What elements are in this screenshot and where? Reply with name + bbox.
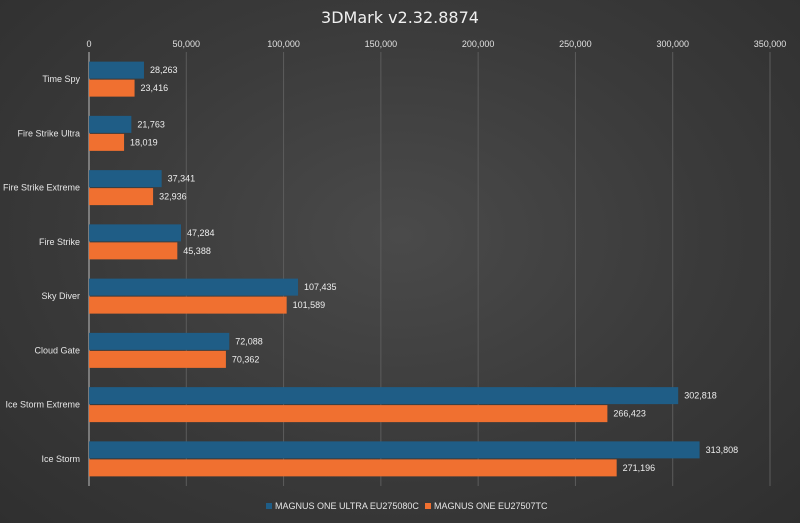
data-label: 21,763	[137, 119, 165, 129]
x-tick-label: 350,000	[754, 39, 787, 49]
bar-magnus-one-ultra	[89, 61, 144, 79]
data-label: 101,589	[293, 300, 326, 310]
legend-swatch	[425, 503, 431, 509]
bar-magnus-one-ultra	[89, 278, 299, 296]
x-tick-label: 50,000	[173, 39, 201, 49]
data-label: 266,423	[613, 409, 646, 419]
category-label: Time Spy	[42, 74, 80, 84]
data-label: 28,263	[150, 65, 178, 75]
x-tick-label: 150,000	[365, 39, 398, 49]
category-label: Fire Strike	[39, 237, 80, 247]
x-axis-ticks: 0 50,000 100,000 150,000 200,000 250,000 300,0…	[86, 39, 786, 49]
legend-label: MAGNUS ONE EU27507TC	[434, 501, 548, 511]
data-label: 18,019	[130, 137, 158, 147]
data-label: 70,362	[232, 354, 260, 364]
x-tick-label: 200,000	[462, 39, 495, 49]
bar-magnus-one	[89, 350, 226, 368]
chart-title: 3DMark v2.32.8874	[321, 8, 479, 27]
bar-magnus-one-ultra	[89, 115, 132, 133]
category-labels: Time Spy Fire Strike Ultra Fire Strike Ext…	[3, 74, 81, 464]
x-tick-label: 100,000	[267, 39, 300, 49]
category-label: Ice Storm	[41, 454, 80, 464]
category-label: Ice Storm Extreme	[5, 400, 80, 410]
legend-label: MAGNUS ONE ULTRA EU275080C	[275, 501, 419, 511]
data-label: 107,435	[304, 282, 337, 292]
category-label: Fire Strike Extreme	[3, 183, 80, 193]
bar-magnus-one	[89, 459, 617, 477]
data-label: 47,284	[187, 228, 215, 238]
data-label: 302,818	[684, 391, 717, 401]
bars: 28,263 23,416 21,763 18,019 37,341 32,936 47,2…	[89, 61, 739, 477]
data-label: 72,088	[235, 336, 263, 346]
bar-magnus-one	[89, 242, 178, 260]
bar-magnus-one-ultra	[89, 332, 230, 350]
data-label: 313,808	[706, 445, 739, 455]
x-tick-label: 250,000	[559, 39, 592, 49]
bar-magnus-one	[89, 296, 287, 314]
data-label: 32,936	[159, 192, 187, 202]
bar-magnus-one	[89, 405, 608, 423]
bar-magnus-one-ultra	[89, 170, 162, 188]
bar-magnus-one	[89, 79, 135, 97]
data-label: 23,416	[141, 83, 169, 93]
x-tick-label: 300,000	[656, 39, 689, 49]
category-label: Fire Strike Ultra	[17, 128, 80, 138]
category-label: Cloud Gate	[34, 345, 80, 355]
bar-magnus-one-ultra	[89, 387, 679, 405]
legend: MAGNUS ONE ULTRA EU275080C MAGNUS ONE EU2…	[266, 501, 548, 511]
data-label: 271,196	[623, 463, 656, 473]
bar-magnus-one-ultra	[89, 441, 700, 459]
x-tick-label: 0	[86, 39, 91, 49]
legend-swatch	[266, 503, 272, 509]
gridlines	[88, 52, 771, 486]
bar-magnus-one-ultra	[89, 224, 182, 242]
bar-magnus-one	[89, 133, 125, 151]
data-label: 45,388	[183, 246, 211, 256]
bar-magnus-one	[89, 188, 154, 206]
category-label: Sky Diver	[41, 291, 80, 301]
data-label: 37,341	[168, 174, 196, 184]
